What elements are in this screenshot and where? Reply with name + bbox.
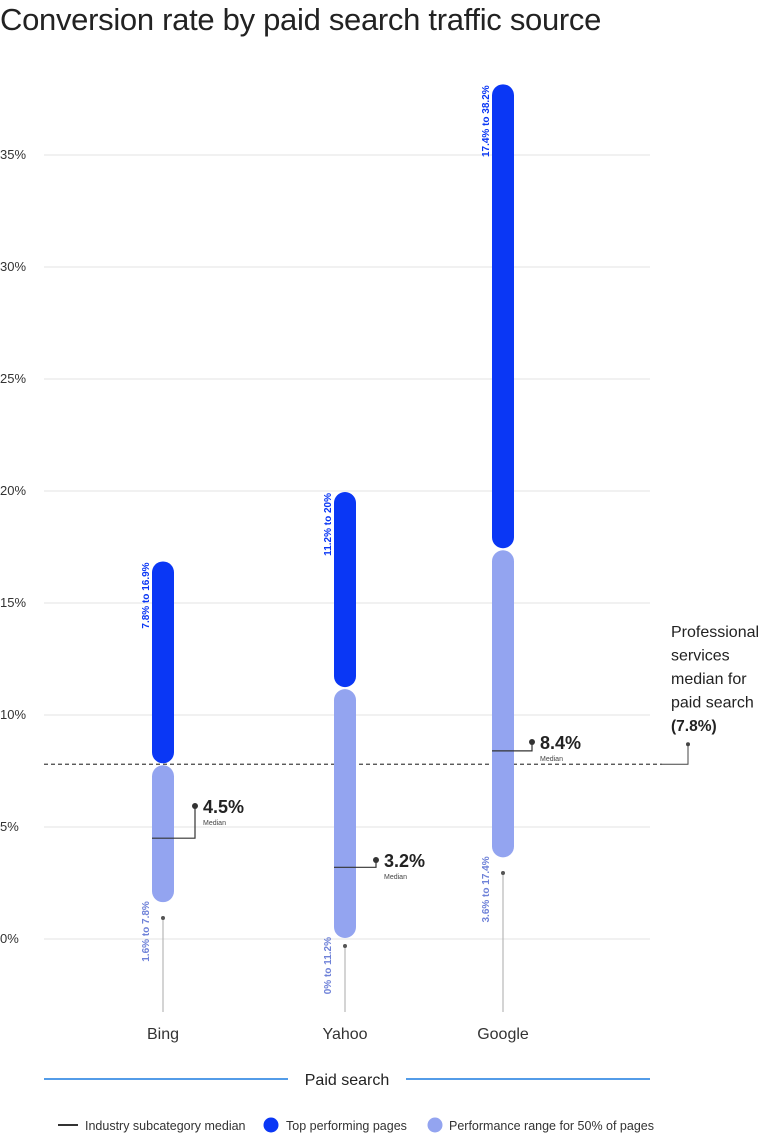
y-tick-label: 35% [0,147,26,162]
industry-median-annotation-line: Professional [671,624,759,641]
legend-label: Top performing pages [286,1119,407,1133]
range-bar [334,689,356,938]
median-caption: Median [540,756,563,763]
industry-median-annotation-value: (7.8%) [671,718,717,735]
industry-median-connector [662,744,689,765]
y-tick-label: 30% [0,259,26,274]
median-value-label: 4.5% [203,797,244,817]
legend-label: Performance range for 50% of pages [449,1119,654,1133]
top-range-label: 17.4% to 38.2% [481,85,492,157]
y-tick-label: 20% [0,483,26,498]
y-tick-label: 10% [0,707,26,722]
legend-label: Industry subcategory median [85,1119,246,1133]
category-label: Yahoo [322,1026,367,1043]
median-marker-dot [192,803,198,809]
legend-dot-icon [263,1117,279,1133]
stem-dot [501,871,505,875]
median-caption: Median [203,820,226,827]
industry-median-connector-dot [686,742,690,747]
category-label: Bing [147,1026,179,1043]
median-marker [152,806,196,839]
stem-dot [161,916,165,920]
category-label: Google [477,1026,529,1043]
industry-median-annotation-line: paid search [671,695,754,712]
range-label: 3.6% to 17.4% [481,856,492,922]
top-range-label: 11.2% to 20% [323,493,334,556]
range-label: 0% to 11.2% [323,937,334,994]
top-bar [152,561,174,764]
industry-median-annotation-line: median for [671,671,747,688]
y-tick-label: 25% [0,371,26,386]
x-axis-label: Paid search [305,1072,390,1089]
median-marker-dot [529,739,535,745]
stem-dot [343,944,347,948]
y-tick-label: 0% [0,931,19,946]
median-value-label: 3.2% [384,851,425,871]
range-bar [492,550,514,858]
median-caption: Median [384,874,407,881]
industry-median-annotation-line: services [671,648,730,665]
range-label: 1.6% to 7.8% [141,901,152,962]
y-tick-label: 15% [0,595,26,610]
top-bar [334,492,356,688]
range-bar [152,765,174,903]
median-marker-dot [373,857,379,863]
top-bar [492,84,514,549]
chart-title: Conversion rate by paid search traffic s… [0,2,602,37]
median-value-label: 8.4% [540,733,581,753]
top-range-label: 7.8% to 16.9% [141,562,152,628]
legend-dot-icon [427,1117,443,1133]
y-tick-label: 5% [0,819,19,834]
